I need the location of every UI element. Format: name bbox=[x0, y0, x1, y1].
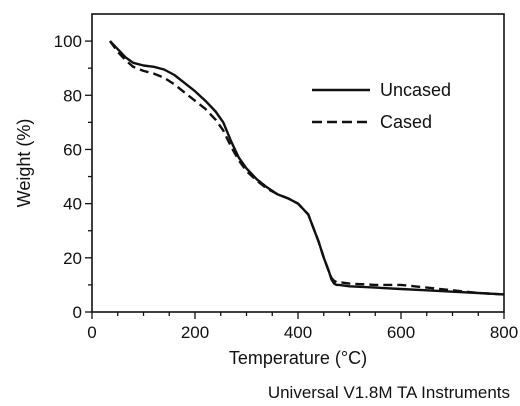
x-tick-label: 200 bbox=[181, 323, 209, 342]
plot-frame bbox=[91, 13, 505, 313]
axes: 0 200 400 600 800 0 20 40 60 80 100 bbox=[54, 13, 518, 342]
series-line-uncased bbox=[109, 40, 505, 296]
plot-area bbox=[109, 40, 505, 296]
legend-label-cased: Cased bbox=[380, 112, 432, 132]
y-tick-label: 20 bbox=[63, 249, 82, 268]
instrument-footer: Universal V1.8M TA Instruments bbox=[268, 383, 510, 402]
x-tick-label: 0 bbox=[87, 323, 96, 342]
x-tick-label: 600 bbox=[387, 323, 415, 342]
legend-label-uncased: Uncased bbox=[380, 80, 451, 100]
y-tick-label: 60 bbox=[63, 140, 82, 159]
series-line-cased bbox=[109, 40, 505, 296]
y-axis-label: Weight (%) bbox=[14, 119, 34, 208]
x-axis-label: Temperature (°C) bbox=[229, 348, 367, 368]
y-tick-label: 0 bbox=[73, 303, 82, 322]
x-tick-label: 800 bbox=[490, 323, 518, 342]
y-tick-label: 40 bbox=[63, 195, 82, 214]
y-tick-label: 80 bbox=[63, 86, 82, 105]
y-tick-label: 100 bbox=[54, 32, 82, 51]
x-tick-label: 400 bbox=[284, 323, 312, 342]
legend: Uncased Cased bbox=[312, 80, 451, 132]
